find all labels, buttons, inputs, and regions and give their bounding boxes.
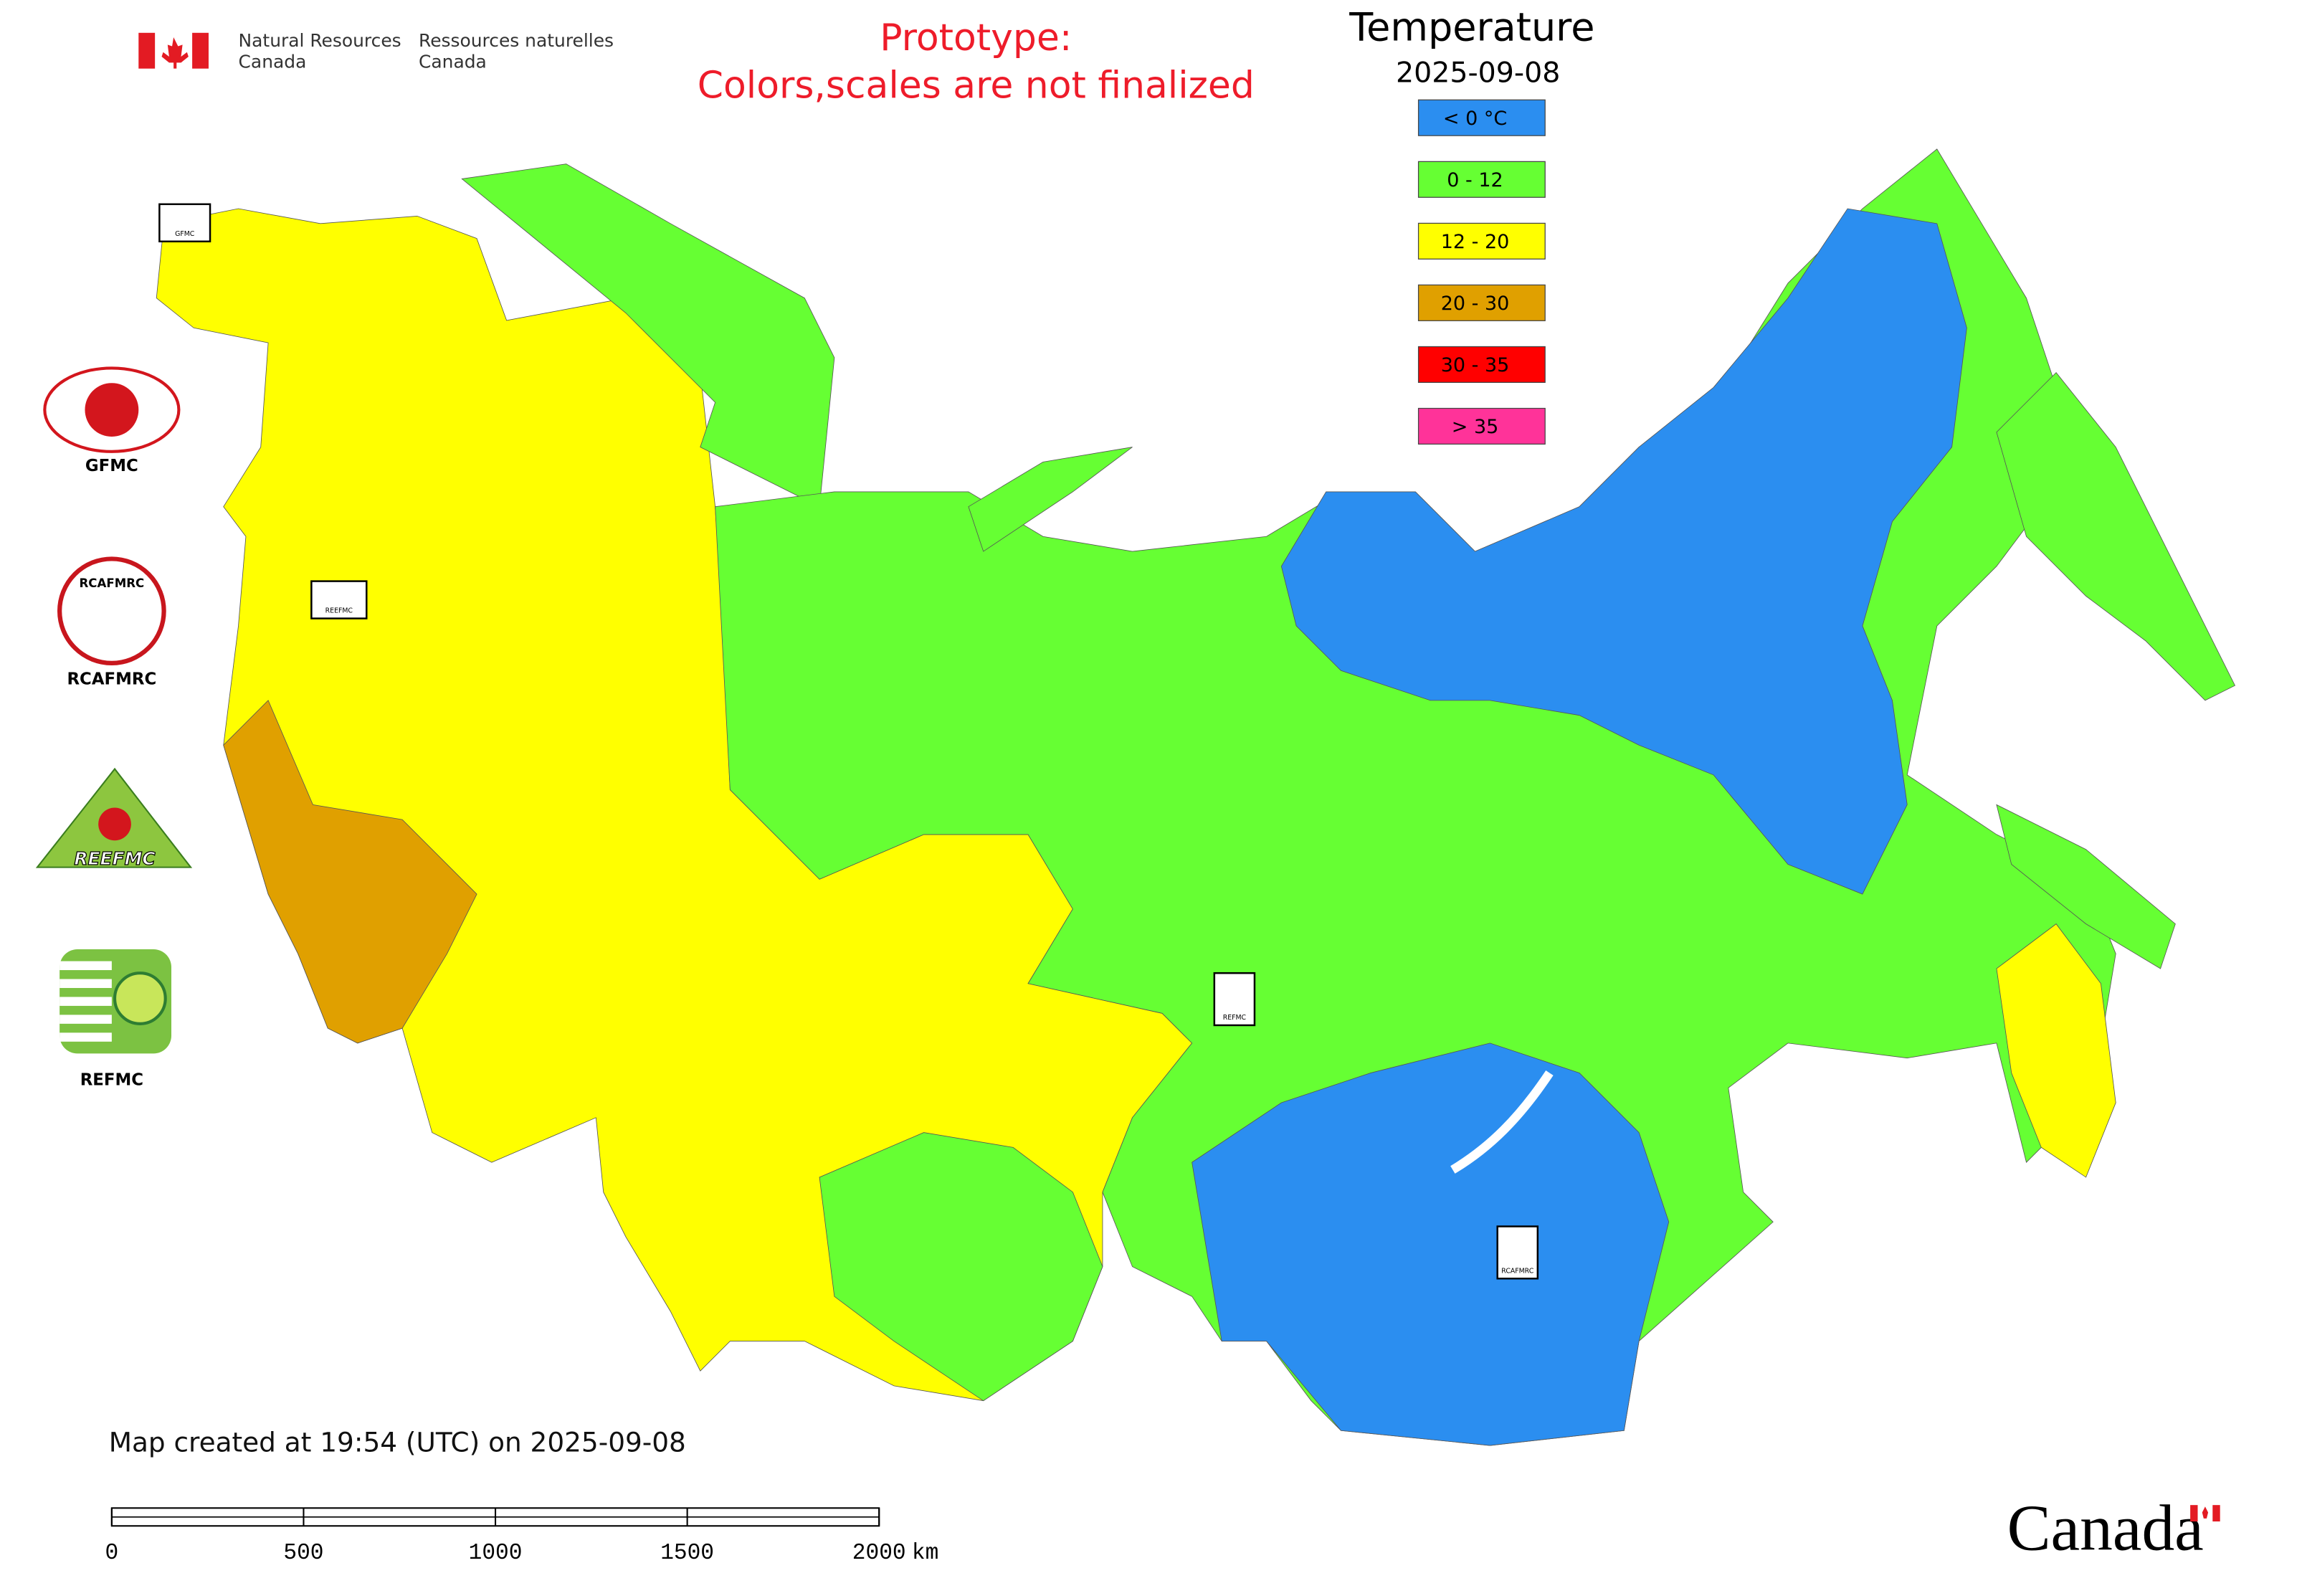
center-marker: [310, 580, 368, 619]
agency-fr: Canada: [419, 51, 487, 72]
legend-title: Temperature: [1349, 4, 1594, 49]
land-green: [968, 447, 1133, 552]
lake-baikal: [1450, 1070, 1554, 1174]
legend-label: 20 - 30: [1441, 293, 1510, 315]
flag-bar: [2212, 1505, 2220, 1522]
agency-fr: Ressources naturelles: [419, 30, 614, 51]
legend-swatch: [1417, 407, 1546, 445]
canada-wordmark: Canada: [2007, 1492, 2204, 1564]
center-label: REFMC: [80, 1070, 143, 1089]
legend-label: 30 - 35: [1441, 354, 1510, 376]
center-marker: [1213, 972, 1256, 1027]
agency-en: Canada: [239, 51, 307, 72]
center-label: RCAFMRC: [67, 670, 156, 688]
rcafmrc-logo: [57, 556, 166, 666]
scale-bar: 0 500 1000 1500 2000 km: [105, 1507, 938, 1566]
flag-bar: [192, 32, 209, 69]
marker-label: REEFMC: [325, 607, 353, 615]
logo-stripe: [60, 1015, 112, 1024]
legend-swatch: [1417, 284, 1546, 321]
land-green: [1996, 804, 2176, 969]
flag-bar: [138, 32, 156, 69]
legend-label: 12 - 20: [1441, 231, 1510, 253]
legend-label: 0 - 12: [1447, 169, 1503, 191]
scale-label: 500: [283, 1541, 323, 1566]
legend-label: < 0 °C: [1443, 108, 1507, 130]
legend-swatch: [1417, 161, 1546, 198]
logo-text: RCAFMRC: [80, 576, 145, 590]
creation-note: Map created at 19:54 (UTC) on 2025-09-08: [109, 1426, 686, 1458]
prototype-note: Colors,scales are not finalized: [698, 65, 1255, 108]
legend-label: > 35: [1452, 416, 1499, 438]
logo-text: REEFMC: [74, 848, 156, 869]
flag-bar: [2190, 1505, 2198, 1522]
logo-stripe: [60, 1032, 112, 1042]
maple-leaf: [2202, 1506, 2209, 1519]
center-label: GFMC: [85, 457, 138, 475]
scale-label: 1500: [660, 1541, 714, 1566]
land: [156, 148, 2236, 1446]
refmc-emblem: [113, 972, 167, 1025]
logo-stripe: [60, 979, 112, 988]
marker-label: RCAFMRC: [1501, 1267, 1533, 1275]
scale-label: 2000: [852, 1541, 906, 1566]
logo-stripe: [60, 997, 112, 1006]
reefmc-flame: [98, 807, 131, 841]
marker-label: REFMC: [1223, 1014, 1247, 1022]
scale-unit: km: [912, 1541, 938, 1566]
scale-label: 1000: [469, 1541, 523, 1566]
wordmark-flag: [2190, 1505, 2220, 1522]
agency-en: Natural Resources: [239, 30, 401, 51]
gfmc-flame: [85, 383, 139, 437]
legend: < 0 °C 0 - 12 12 - 20 20 - 30 30 - 35 > 35: [1417, 99, 1546, 445]
land-blue: [1280, 208, 1967, 895]
maple-leaf: [161, 37, 189, 69]
legend-swatch: [1417, 99, 1546, 136]
land-blue: [1192, 1042, 1670, 1446]
land-green: [1996, 372, 2236, 701]
land-green: [819, 1132, 1103, 1402]
canada-flag: [138, 32, 209, 69]
center-marker: [1496, 1225, 1539, 1280]
scale-label: 0: [105, 1541, 119, 1566]
legend-date: 2025-09-08: [1396, 56, 1560, 89]
marker-label: GFMC: [175, 230, 195, 238]
legend-swatch: [1417, 222, 1546, 260]
land-orange: [223, 700, 477, 1044]
logo-stripe: [60, 961, 112, 971]
center-marker: [158, 203, 211, 242]
prototype-note: Prototype:: [880, 16, 1072, 60]
land-yellow: [1996, 923, 2116, 1178]
legend-swatch: [1417, 346, 1546, 383]
center-logos: GFMC RCAFMRC RCAFMRC REEFMC REFMC GFMC REEFMC R…: [35, 203, 1539, 1280]
